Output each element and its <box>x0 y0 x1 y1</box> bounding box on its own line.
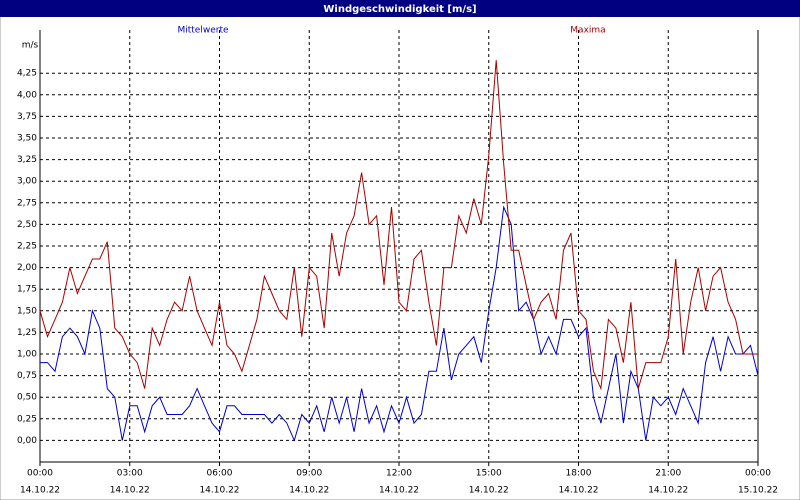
y-tick-label: 2,25 <box>17 242 37 252</box>
x-tick-date: 14.10.22 <box>20 486 60 496</box>
title-bar <box>0 0 800 17</box>
y-tick-label: 2,00 <box>17 263 37 273</box>
x-tick-label: 06:00 <box>207 469 233 479</box>
x-tick-date: 14.10.22 <box>110 486 150 496</box>
y-tick-label: 0,25 <box>17 414 37 424</box>
x-tick-date: 14.10.22 <box>379 486 419 496</box>
x-tick-label: 18:00 <box>566 469 592 479</box>
y-tick-label: 0,00 <box>17 436 37 446</box>
y-tick-label: 4,25 <box>17 69 37 79</box>
y-tick-label: 2,75 <box>17 198 37 208</box>
y-tick-label: 2,50 <box>17 220 37 230</box>
y-tick-label: 3,25 <box>17 155 37 165</box>
y-tick-label: 0,75 <box>17 371 37 381</box>
legend-label: Maxima <box>570 26 605 36</box>
x-tick-label: 00:00 <box>745 469 771 479</box>
x-tick-label: 03:00 <box>117 469 143 479</box>
y-tick-label: 1,50 <box>17 306 37 316</box>
x-tick-label: 15:00 <box>476 469 502 479</box>
y-tick-label: 4,00 <box>17 90 37 100</box>
x-tick-label: 00:00 <box>27 469 53 479</box>
x-tick-label: 12:00 <box>386 469 412 479</box>
y-tick-label: 3,50 <box>17 134 37 144</box>
y-tick-label: 1,00 <box>17 350 37 360</box>
chart-title: Windgeschwindigkeit [m/s] <box>323 4 476 15</box>
y-tick-label: 3,75 <box>17 112 37 122</box>
x-tick-label: 09:00 <box>296 469 322 479</box>
y-axis-label: m/s <box>22 41 39 51</box>
x-tick-label: 21:00 <box>655 469 681 479</box>
x-tick-date: 15.10.22 <box>738 486 778 496</box>
y-tick-label: 1,25 <box>17 328 37 338</box>
y-tick-label: 3,00 <box>17 177 37 187</box>
y-tick-label: 1,75 <box>17 285 37 295</box>
legend-label: Mittelwerte <box>177 26 228 36</box>
x-tick-date: 14.10.22 <box>469 486 509 496</box>
series-line <box>39 60 758 391</box>
y-tick-label: 0,50 <box>17 393 37 403</box>
x-tick-date: 14.10.22 <box>289 486 329 496</box>
x-tick-date: 14.10.22 <box>558 486 598 496</box>
x-tick-date: 14.10.22 <box>648 486 688 496</box>
x-tick-date: 14.10.22 <box>199 486 239 496</box>
